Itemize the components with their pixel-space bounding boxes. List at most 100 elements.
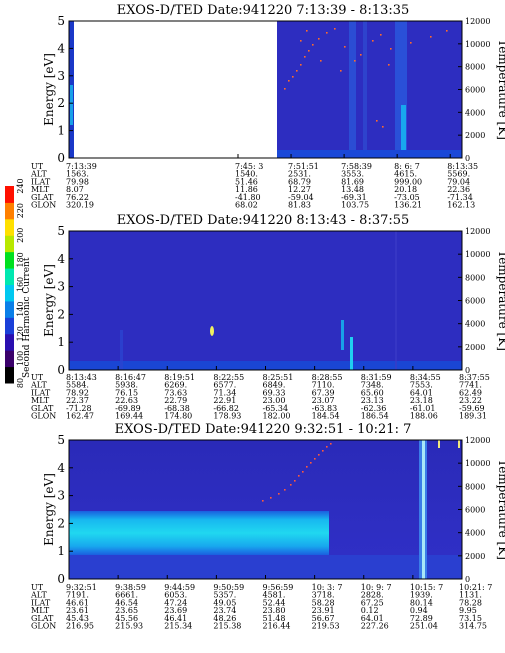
temperature-point xyxy=(380,34,382,36)
table-row-label: UT xyxy=(31,583,44,592)
panel-2-streak-bright xyxy=(341,320,344,350)
colorbar-scale xyxy=(5,186,14,384)
table-cell: 73.63 xyxy=(164,388,187,397)
table-row-label: GLAT xyxy=(31,404,54,413)
table-cell: 8:34:55 xyxy=(410,373,441,382)
temperature-point xyxy=(446,30,448,32)
table-cell: 169.44 xyxy=(115,412,143,421)
table-cell: 188.06 xyxy=(410,412,438,421)
colorbar: 80 100 120 140 160 180 200 220 240 Second Harmon… xyxy=(5,178,32,388)
table-cell: -68.38 xyxy=(164,404,190,413)
table-cell: 251.04 xyxy=(410,622,438,631)
table-cell: 22.79 xyxy=(164,396,187,405)
table-cell: 2828. xyxy=(361,591,384,600)
temperature-point xyxy=(310,462,312,464)
table-cell: 23.91 xyxy=(312,606,335,615)
y2-tick-label: 0 xyxy=(465,575,470,584)
table-cell: 23.00 xyxy=(263,396,286,405)
table-cell: 51.48 xyxy=(263,614,286,623)
temperature-point xyxy=(320,60,322,62)
table-cell: 8:22:55 xyxy=(213,373,244,382)
table-cell: -59.69 xyxy=(459,404,485,413)
table-cell: 7191. xyxy=(66,591,89,600)
y-tick-label: 4 xyxy=(57,252,65,266)
table-cell: 22.37 xyxy=(66,396,89,405)
table-row-label: MLT xyxy=(31,606,50,615)
temperature-point xyxy=(314,458,316,460)
temperature-point xyxy=(354,60,356,62)
panel-1-streak-bright xyxy=(401,105,406,158)
table-cell: -71.28 xyxy=(66,404,92,413)
y-tick-label: 1 xyxy=(57,335,65,349)
y2-tick-label: 8000 xyxy=(465,273,485,282)
table-row-label: ILAT xyxy=(31,598,51,607)
y-tick-label: 1 xyxy=(57,124,65,138)
table-cell: 51.46 xyxy=(235,177,258,186)
y-axis-label: Energy [eV] xyxy=(42,264,56,337)
table-cell: 7110. xyxy=(312,381,335,390)
temperature-point xyxy=(388,64,390,66)
table-cell: 23.18 xyxy=(410,396,433,405)
temperature-point xyxy=(360,54,362,56)
table-cell: 46.61 xyxy=(66,598,89,607)
table-cell: 7:13:39 xyxy=(66,162,97,171)
colorbar-segment xyxy=(5,317,14,335)
table-cell: 8:13:43 xyxy=(66,373,97,382)
table-cell: 79.04 xyxy=(447,177,470,186)
y-tick-label: 5 xyxy=(57,14,65,28)
table-row-label: ALT xyxy=(30,381,47,390)
table-cell: 9:56:59 xyxy=(263,583,294,592)
table-cell: 216.95 xyxy=(66,622,94,631)
table-cell: 72.89 xyxy=(410,614,433,623)
y2-tick-label: 6000 xyxy=(465,506,485,515)
table-cell: 8:16:47 xyxy=(115,373,146,382)
table-cell: 227.26 xyxy=(361,622,389,631)
axes-and-tables: 012345020004000600080001000012000Energy … xyxy=(30,14,505,631)
temperature-point xyxy=(372,40,374,42)
y2-axis-label: Temperature [K] xyxy=(496,250,505,351)
panel-1-temperature-points xyxy=(284,28,448,128)
table-cell: 69.33 xyxy=(263,388,286,397)
table-cell: 68.02 xyxy=(235,201,258,210)
table-cell: 7348. xyxy=(361,381,384,390)
y-tick-label: 2 xyxy=(57,307,65,321)
temperature-point xyxy=(270,497,272,499)
table-cell: 23.65 xyxy=(115,606,138,615)
temperature-point xyxy=(326,446,328,448)
y2-tick-label: 2000 xyxy=(465,343,485,352)
colorbar-segment xyxy=(5,235,14,253)
colorbar-segment xyxy=(5,284,14,302)
table-cell: 7:51:51 xyxy=(288,162,319,171)
panel-3-plot-area xyxy=(68,439,463,580)
colorbar-segment xyxy=(5,218,14,236)
table-cell: 4581. xyxy=(263,591,286,600)
temperature-point xyxy=(308,50,310,52)
temperature-point xyxy=(278,493,280,495)
temperature-point xyxy=(340,70,342,72)
table-cell: 5938. xyxy=(115,381,138,390)
y2-tick-label: 2000 xyxy=(465,131,485,140)
panel-1-start-feature xyxy=(70,85,73,125)
y2-tick-label: 0 xyxy=(465,366,470,375)
colorbar-tick-label: 240 xyxy=(16,178,25,193)
table-cell: 174.80 xyxy=(164,412,192,421)
table-cell: 7741. xyxy=(459,381,482,390)
temperature-point xyxy=(262,500,264,502)
table-cell: 68.79 xyxy=(288,177,311,186)
y-tick-label: 4 xyxy=(57,41,65,55)
temperature-point xyxy=(300,40,302,42)
table-cell: 8:37:55 xyxy=(459,373,490,382)
y-tick-label: 0 xyxy=(57,151,65,165)
table-row-label: GLON xyxy=(31,622,56,631)
table-cell: 45.43 xyxy=(66,614,89,623)
y2-tick-label: 10000 xyxy=(465,250,490,259)
table-cell: 48.26 xyxy=(213,614,236,623)
panel-2-hotspot xyxy=(210,326,214,336)
table-cell: 184.54 xyxy=(312,412,340,421)
y2-tick-label: 6000 xyxy=(465,86,485,95)
panel-3-ion-band xyxy=(69,511,329,555)
table-cell: 216.44 xyxy=(263,622,291,631)
table-cell: -62.36 xyxy=(361,404,387,413)
table-cell: 52.44 xyxy=(263,598,286,607)
table-cell: 0.12 xyxy=(361,606,379,615)
